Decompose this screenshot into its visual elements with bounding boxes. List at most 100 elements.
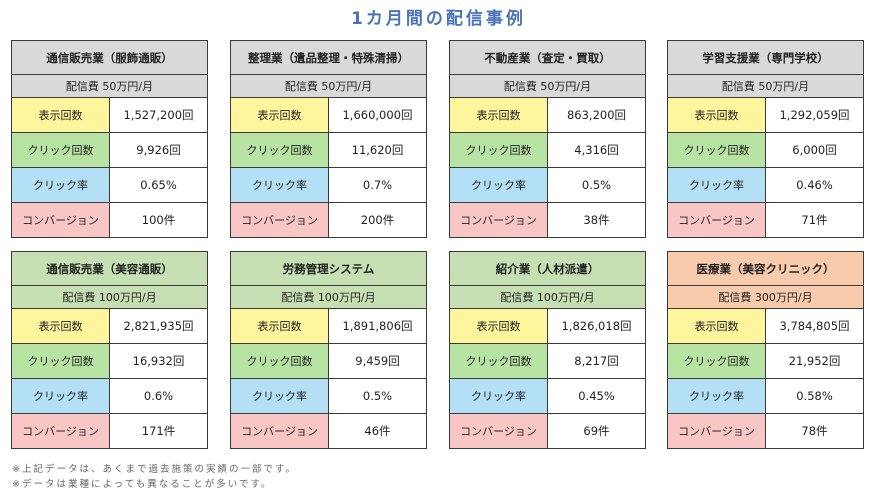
metric-label-ctr: クリック率 xyxy=(231,379,329,413)
footnote-1: ※上記データは、あくまで過去施策の実績の一部です。 xyxy=(12,464,298,475)
metric-value-impressions: 1,527,200回 xyxy=(110,98,207,132)
monthly-fee: 配信費 50万円/月 xyxy=(668,75,863,98)
metric-label-conversions: コンバージョン xyxy=(12,203,110,237)
metric-label-conversions: コンバージョン xyxy=(450,414,548,448)
metric-value-ctr: 0.58% xyxy=(766,379,863,413)
footnote-2: ※データは業種によっても異なることが多いです。 xyxy=(12,479,273,490)
metric-label-impressions: 表示回数 xyxy=(668,309,766,343)
metric-row-impressions: 表示回数 3,784,805回 xyxy=(668,309,863,344)
metric-value-clicks: 16,932回 xyxy=(110,344,207,378)
metric-value-impressions: 1,660,000回 xyxy=(329,98,426,132)
metric-label-ctr: クリック率 xyxy=(450,379,548,413)
metric-label-clicks: クリック回数 xyxy=(231,344,329,378)
case-card: 労務管理システム 配信費 100万円/月 表示回数 1,891,806回 クリック回数 9… xyxy=(230,251,427,449)
metric-value-impressions: 863,200回 xyxy=(548,98,645,132)
metric-label-impressions: 表示回数 xyxy=(231,98,329,132)
monthly-fee: 配信費 300万円/月 xyxy=(668,286,863,309)
metric-value-conversions: 100件 xyxy=(110,203,207,237)
metric-value-ctr: 0.65% xyxy=(110,168,207,202)
metric-row-impressions: 表示回数 863,200回 xyxy=(450,98,645,133)
metric-label-clicks: クリック回数 xyxy=(12,133,110,167)
metric-row-clicks: クリック回数 9,926回 xyxy=(12,133,207,168)
metric-value-impressions: 1,292,059回 xyxy=(766,98,863,132)
metric-value-clicks: 21,952回 xyxy=(766,344,863,378)
metric-row-clicks: クリック回数 8,217回 xyxy=(450,344,645,379)
metric-row-conversions: コンバージョン 46件 xyxy=(231,414,426,448)
case-card: 通信販売業（服飾通販） 配信費 50万円/月 表示回数 1,527,200回 クリック回… xyxy=(11,40,208,238)
industry-title: 通信販売業（服飾通販） xyxy=(12,41,207,75)
page-title: 1カ月間の配信事例 xyxy=(351,9,526,29)
metric-row-clicks: クリック回数 9,459回 xyxy=(231,344,426,379)
monthly-fee: 配信費 100万円/月 xyxy=(450,286,645,309)
metric-label-clicks: クリック回数 xyxy=(12,344,110,378)
metric-value-ctr: 0.6% xyxy=(110,379,207,413)
metric-value-clicks: 4,316回 xyxy=(548,133,645,167)
metric-row-impressions: 表示回数 1,292,059回 xyxy=(668,98,863,133)
industry-title: 不動産業（査定・買取） xyxy=(450,41,645,75)
monthly-fee: 配信費 50万円/月 xyxy=(12,75,207,98)
case-card: 整理業（遺品整理・特殊清掃） 配信費 50万円/月 表示回数 1,660,000回 クリ… xyxy=(230,40,427,238)
case-card: 通信販売業（美容通販） 配信費 100万円/月 表示回数 2,821,935回 クリック… xyxy=(11,251,208,449)
metric-label-ctr: クリック率 xyxy=(12,379,110,413)
metric-label-impressions: 表示回数 xyxy=(668,98,766,132)
metric-row-impressions: 表示回数 1,660,000回 xyxy=(231,98,426,133)
metric-row-ctr: クリック率 0.5% xyxy=(231,379,426,414)
metric-row-clicks: クリック回数 6,000回 xyxy=(668,133,863,168)
metric-value-clicks: 11,620回 xyxy=(329,133,426,167)
metric-value-conversions: 171件 xyxy=(110,414,207,448)
metric-row-conversions: コンバージョン 200件 xyxy=(231,203,426,237)
industry-title: 通信販売業（美容通販） xyxy=(12,252,207,286)
metric-row-conversions: コンバージョン 38件 xyxy=(450,203,645,237)
metric-row-clicks: クリック回数 16,932回 xyxy=(12,344,207,379)
metric-row-ctr: クリック率 0.6% xyxy=(12,379,207,414)
metric-row-conversions: コンバージョン 69件 xyxy=(450,414,645,448)
metric-label-conversions: コンバージョン xyxy=(668,414,766,448)
metric-label-impressions: 表示回数 xyxy=(12,309,110,343)
metric-value-impressions: 1,891,806回 xyxy=(329,309,426,343)
case-card: 紹介業（人材派遣） 配信費 100万円/月 表示回数 1,826,018回 クリック回数… xyxy=(449,251,646,449)
metric-label-ctr: クリック率 xyxy=(12,168,110,202)
metric-row-conversions: コンバージョン 100件 xyxy=(12,203,207,237)
industry-title: 医療業（美容クリニック） xyxy=(668,252,863,286)
metric-value-impressions: 2,821,935回 xyxy=(110,309,207,343)
case-card: 医療業（美容クリニック） 配信費 300万円/月 表示回数 3,784,805回 クリッ… xyxy=(667,251,864,449)
metric-label-ctr: クリック率 xyxy=(231,168,329,202)
metric-value-ctr: 0.46% xyxy=(766,168,863,202)
metric-value-clicks: 6,000回 xyxy=(766,133,863,167)
case-card: 不動産業（査定・買取） 配信費 50万円/月 表示回数 863,200回 クリック回数 4… xyxy=(449,40,646,238)
metric-row-ctr: クリック率 0.65% xyxy=(12,168,207,203)
case-card: 学習支援業（専門学校） 配信費 50万円/月 表示回数 1,292,059回 クリック回… xyxy=(667,40,864,238)
industry-title: 紹介業（人材派遣） xyxy=(450,252,645,286)
metric-row-ctr: クリック率 0.5% xyxy=(450,168,645,203)
metric-value-ctr: 0.5% xyxy=(548,168,645,202)
metric-label-ctr: クリック率 xyxy=(668,168,766,202)
monthly-fee: 配信費 100万円/月 xyxy=(231,286,426,309)
metric-label-clicks: クリック回数 xyxy=(450,344,548,378)
metric-row-conversions: コンバージョン 78件 xyxy=(668,414,863,448)
metric-value-impressions: 1,826,018回 xyxy=(548,309,645,343)
metric-label-clicks: クリック回数 xyxy=(668,344,766,378)
metric-value-conversions: 69件 xyxy=(548,414,645,448)
metric-value-impressions: 3,784,805回 xyxy=(766,309,863,343)
metric-value-conversions: 200件 xyxy=(329,203,426,237)
metric-label-conversions: コンバージョン xyxy=(12,414,110,448)
metric-label-conversions: コンバージョン xyxy=(231,203,329,237)
metric-label-clicks: クリック回数 xyxy=(231,133,329,167)
industry-title: 労務管理システム xyxy=(231,252,426,286)
metric-row-ctr: クリック率 0.58% xyxy=(668,379,863,414)
metric-value-clicks: 9,926回 xyxy=(110,133,207,167)
metric-row-clicks: クリック回数 11,620回 xyxy=(231,133,426,168)
monthly-fee: 配信費 100万円/月 xyxy=(12,286,207,309)
metric-row-impressions: 表示回数 1,891,806回 xyxy=(231,309,426,344)
metric-value-ctr: 0.7% xyxy=(329,168,426,202)
metric-label-conversions: コンバージョン xyxy=(231,414,329,448)
metric-row-conversions: コンバージョン 71件 xyxy=(668,203,863,237)
metric-row-impressions: 表示回数 1,527,200回 xyxy=(12,98,207,133)
metric-value-conversions: 46件 xyxy=(329,414,426,448)
industry-title: 学習支援業（専門学校） xyxy=(668,41,863,75)
metric-label-ctr: クリック率 xyxy=(668,379,766,413)
metric-row-ctr: クリック率 0.46% xyxy=(668,168,863,203)
metric-row-clicks: クリック回数 21,952回 xyxy=(668,344,863,379)
metric-label-impressions: 表示回数 xyxy=(231,309,329,343)
